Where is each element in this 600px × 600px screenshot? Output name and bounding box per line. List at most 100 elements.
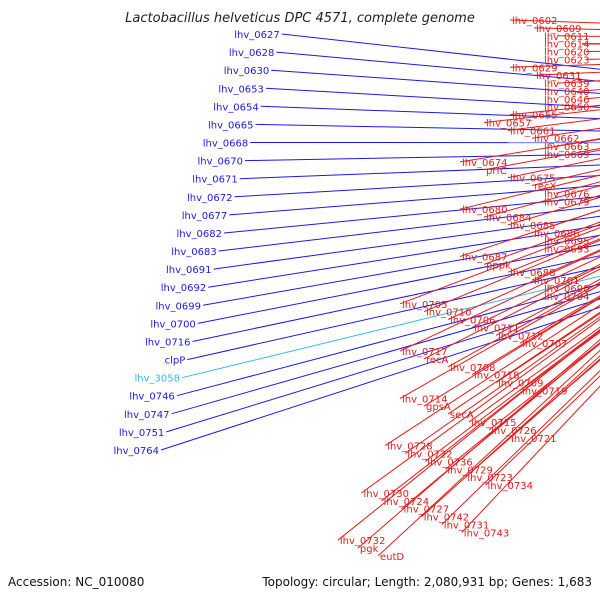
gene-label[interactable]: pgk: [360, 544, 379, 555]
gene-label[interactable]: lhv_0727: [404, 505, 449, 516]
gene-label[interactable]: gpsA: [426, 402, 451, 413]
gene-label[interactable]: lhv_0724: [384, 497, 429, 508]
gene-label[interactable]: lhv_3058: [135, 374, 180, 385]
label-leader-line: [485, 375, 600, 486]
gene-label[interactable]: lhv_0672: [187, 193, 232, 204]
gene-label[interactable]: lhv_0700: [150, 319, 195, 330]
gene-label[interactable]: lhv_0627: [234, 30, 279, 41]
gene-label[interactable]: lhv_0620: [544, 48, 589, 59]
gene-label[interactable]: lhv_0695: [544, 237, 589, 248]
gene-label[interactable]: lhv_0747: [124, 410, 169, 421]
gene-label[interactable]: lhv_0679: [544, 197, 589, 208]
gene-label[interactable]: lhv_0630: [224, 66, 269, 77]
gene-label[interactable]: lhv_0730: [364, 489, 409, 500]
gene-label[interactable]: lhv_0668: [203, 139, 248, 150]
gene-label[interactable]: recX: [534, 182, 557, 193]
gene-label[interactable]: lhv_0671: [192, 175, 237, 186]
gene-label[interactable]: clpP: [165, 356, 186, 367]
gene-label[interactable]: lhv_0723: [467, 473, 512, 484]
label-leader-line: [483, 221, 600, 265]
gene-label[interactable]: lhv_0751: [119, 428, 164, 439]
gene-label[interactable]: lhv_0674: [462, 158, 507, 169]
gene-label[interactable]: lhv_0628: [229, 48, 274, 59]
gene-label[interactable]: lhv_0683: [171, 247, 216, 258]
gene-label[interactable]: lhv_0719: [522, 387, 567, 398]
gene-label[interactable]: lhv_0614: [544, 40, 589, 51]
gene-label[interactable]: lhv_0665: [208, 120, 253, 131]
gene-label[interactable]: lhv_0629: [512, 63, 557, 74]
gene-label[interactable]: lhv_0718: [474, 371, 519, 382]
gene-label[interactable]: lhv_0646: [544, 95, 589, 106]
gene-label[interactable]: lhv_0699: [156, 301, 201, 312]
gene-label[interactable]: lhv_0712: [498, 331, 543, 342]
label-leader-line: [423, 297, 600, 407]
gene-label[interactable]: lhv_0655: [512, 111, 557, 122]
gene-label[interactable]: lhv_0687: [462, 253, 507, 264]
gene-label[interactable]: lhv_0715: [471, 418, 516, 429]
gene-label[interactable]: lhv_0662: [534, 134, 579, 145]
gene-label[interactable]: lhv_0726: [491, 426, 536, 437]
gene-label[interactable]: lhv_0640: [544, 87, 589, 98]
label-leader-line: [337, 328, 600, 541]
gene-label[interactable]: lhv_0692: [161, 283, 206, 294]
gene-label[interactable]: lhv_0663: [544, 142, 589, 153]
gene-label[interactable]: lhv_0716: [145, 338, 190, 349]
gene-label[interactable]: lhv_0701: [534, 276, 579, 287]
gene-label[interactable]: lhv_0682: [177, 229, 222, 240]
gene-label[interactable]: lhv_0690: [544, 284, 589, 295]
gene-label[interactable]: lhv_0691: [166, 265, 211, 276]
gene-label[interactable]: lhv_0746: [129, 392, 174, 403]
gene-label[interactable]: eutD: [380, 552, 404, 563]
gene-label[interactable]: lhv_0693: [544, 245, 589, 256]
label-leader-line: [171, 291, 600, 415]
gene-label[interactable]: lhv_0684: [486, 213, 531, 224]
gene-label[interactable]: lhv_0707: [522, 339, 567, 350]
gene-label[interactable]: lhv_0734: [488, 481, 533, 492]
gene-label[interactable]: lhv_0731: [444, 521, 489, 532]
gene-label[interactable]: lhv_0736: [427, 457, 472, 468]
gene-label[interactable]: lhv_0680: [462, 205, 507, 216]
gene-label[interactable]: lhv_0654: [213, 102, 258, 113]
gene-label[interactable]: lhv_0711: [474, 323, 519, 334]
gene-label[interactable]: lhv_0717: [402, 347, 447, 358]
gene-label[interactable]: lhv_0670: [198, 157, 243, 168]
gene-label[interactable]: lhv_0661: [510, 126, 555, 137]
gene-label[interactable]: lhv_0764: [114, 446, 159, 457]
label-leader-line: [459, 209, 600, 257]
label-leader-line: [265, 87, 600, 108]
gene-label[interactable]: lhv_0705: [402, 300, 447, 311]
gene-label[interactable]: lhv_0623: [544, 55, 589, 66]
gene-label[interactable]: lhv_0742: [424, 513, 469, 524]
gene-label[interactable]: lhv_0602: [512, 16, 557, 27]
gene-label[interactable]: lhv_0677: [182, 211, 227, 222]
label-leader-line: [483, 148, 600, 171]
label-leader-line: [471, 296, 600, 376]
gene-label[interactable]: lhv_0653: [218, 84, 263, 95]
gene-label[interactable]: lhv_0710: [426, 308, 471, 319]
gene-label[interactable]: lhv_0728: [387, 442, 432, 453]
gene-label[interactable]: lhv_0743: [464, 528, 509, 539]
gene-label[interactable]: lhv_0722: [407, 450, 452, 461]
gene-label[interactable]: prfC: [486, 166, 507, 177]
gene-label[interactable]: secA: [450, 410, 474, 421]
gene-label[interactable]: lhv_0669: [544, 150, 589, 161]
gene-label[interactable]: lhv_0631: [536, 71, 581, 82]
gene-label[interactable]: lhv_0688: [510, 268, 555, 279]
gene-label[interactable]: lhv_0609: [536, 24, 581, 35]
gene-label[interactable]: lhv_0639: [544, 79, 589, 90]
label-leader-line: [213, 215, 600, 270]
gene-label[interactable]: lhv_0650: [544, 103, 589, 114]
label-leader-line: [276, 51, 600, 82]
reverse-gene-labels: lhv_0602lhv_0609lhv_0611lhv_0614lhv_0620…: [337, 16, 600, 563]
gene-label[interactable]: lhv_0714: [402, 394, 447, 405]
gene-label[interactable]: lhv_0611: [544, 32, 589, 43]
gene-label[interactable]: recA: [426, 355, 449, 366]
gene-label[interactable]: lhv_0708: [450, 363, 495, 374]
gene-label[interactable]: lhv_0706: [450, 316, 495, 327]
gene-label[interactable]: lhv_0657: [486, 119, 531, 130]
gene-label[interactable]: lhv_0686: [534, 229, 579, 240]
gene-label[interactable]: lhv_0675: [510, 174, 555, 185]
gene-label[interactable]: lhv_0732: [340, 536, 385, 547]
gene-label[interactable]: lhv_0685: [510, 221, 555, 232]
